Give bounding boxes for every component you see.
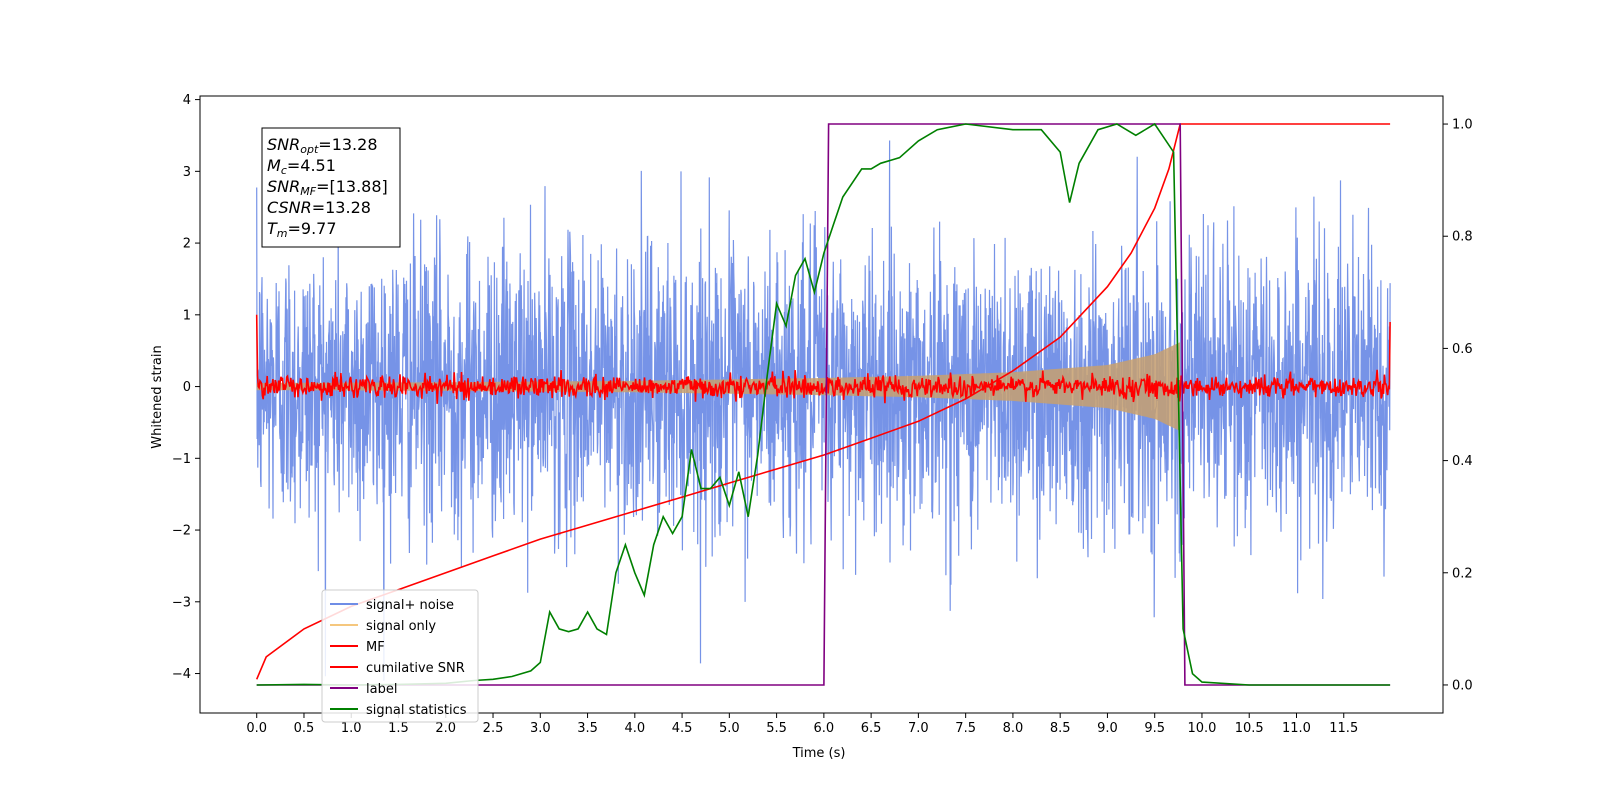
x-tick-label: 8.5 xyxy=(1050,721,1071,736)
legend: signal+ noise signal only MF cumilative SNR… xyxy=(321,589,479,723)
legend-label: signal statistics xyxy=(366,703,467,718)
y2-tick-label: 0.4 xyxy=(1452,454,1473,469)
x-tick-label: 10.5 xyxy=(1235,721,1264,736)
y-tick-label: 0 xyxy=(183,380,191,395)
info-box-frame xyxy=(261,127,401,248)
x-tick-label: 3.0 xyxy=(530,721,551,736)
series-line-label xyxy=(256,123,1391,686)
info-line: CSNR=13.28 xyxy=(267,198,371,217)
x-tick-label: 0.0 xyxy=(246,721,267,736)
y-tick-label: −2 xyxy=(172,524,191,539)
legend-label: cumilative SNR xyxy=(366,661,465,676)
y-tick-label: 3 xyxy=(183,165,191,180)
x-tick-label: 0.5 xyxy=(294,721,315,736)
x-tick-label: 7.5 xyxy=(955,721,976,736)
y-tick-label: −1 xyxy=(172,452,191,467)
x-tick-label: 8.0 xyxy=(1003,721,1024,736)
legend-label: label xyxy=(366,682,397,697)
legend-label: signal only xyxy=(366,619,436,634)
plot-frame xyxy=(199,95,1444,714)
legend-label: signal+ noise xyxy=(366,598,454,613)
y-axis-title: Whitened strain xyxy=(150,345,165,448)
y2-tick-label: 0.6 xyxy=(1452,342,1473,357)
x-tick-label: 4.0 xyxy=(624,721,645,736)
y-tick-label: 2 xyxy=(183,237,191,252)
x-tick-label: 5.0 xyxy=(719,721,740,736)
axes-layer: 0.0 0.5 1.0 1.5 2.0 2.5 3.0 3.5 4.0 4.5 5.0 5.5 6.0 6… xyxy=(172,93,1473,736)
x-tick-label: 9.0 xyxy=(1097,721,1118,736)
y2-tick-label: 1.0 xyxy=(1452,118,1473,133)
x-tick-label: 10.0 xyxy=(1187,721,1216,736)
info-box: SNRopt=13.28Mc=4.51SNRMF=[13.88]CSNR=13.… xyxy=(261,127,401,248)
x-axis-title: Time (s) xyxy=(792,746,846,761)
series-line-signal-noise xyxy=(256,140,1391,681)
x-tick-label: 4.5 xyxy=(672,721,693,736)
y-tick-label: −4 xyxy=(172,667,191,682)
x-tick-label: 7.0 xyxy=(908,721,929,736)
series-line-mf xyxy=(255,314,1391,404)
y2-tick-label: 0.8 xyxy=(1452,230,1473,245)
y-tick-label: 4 xyxy=(183,93,191,108)
info-line: SNRMF=[13.88] xyxy=(267,177,388,198)
x-tick-label: 2.0 xyxy=(435,721,456,736)
x-tick-label: 11.0 xyxy=(1282,721,1311,736)
legend-label: MF xyxy=(366,640,385,655)
legend-frame xyxy=(321,589,479,723)
x-tick-label: 11.5 xyxy=(1329,721,1358,736)
y-tick-label: 1 xyxy=(183,308,191,323)
x-tick-label: 1.5 xyxy=(388,721,409,736)
x-tick-label: 9.5 xyxy=(1144,721,1165,736)
x-tick-label: 6.0 xyxy=(814,721,835,736)
x-tick-label: 6.5 xyxy=(861,721,882,736)
series-area-signal-only xyxy=(256,342,1181,431)
info-line: Tm=9.77 xyxy=(267,219,337,240)
y2-tick-label: 0.2 xyxy=(1452,566,1473,581)
info-line: SNRopt=13.28 xyxy=(267,135,378,156)
x-tick-label: 1.0 xyxy=(341,721,362,736)
x-tick-label: 3.5 xyxy=(577,721,598,736)
x-tick-label: 5.5 xyxy=(766,721,787,736)
x-tick-label: 2.5 xyxy=(483,721,504,736)
series-line-signal-statistics xyxy=(256,122,1391,686)
y-tick-label: −3 xyxy=(172,595,191,610)
y2-tick-label: 0.0 xyxy=(1452,678,1473,693)
info-line: Mc=4.51 xyxy=(267,156,336,177)
